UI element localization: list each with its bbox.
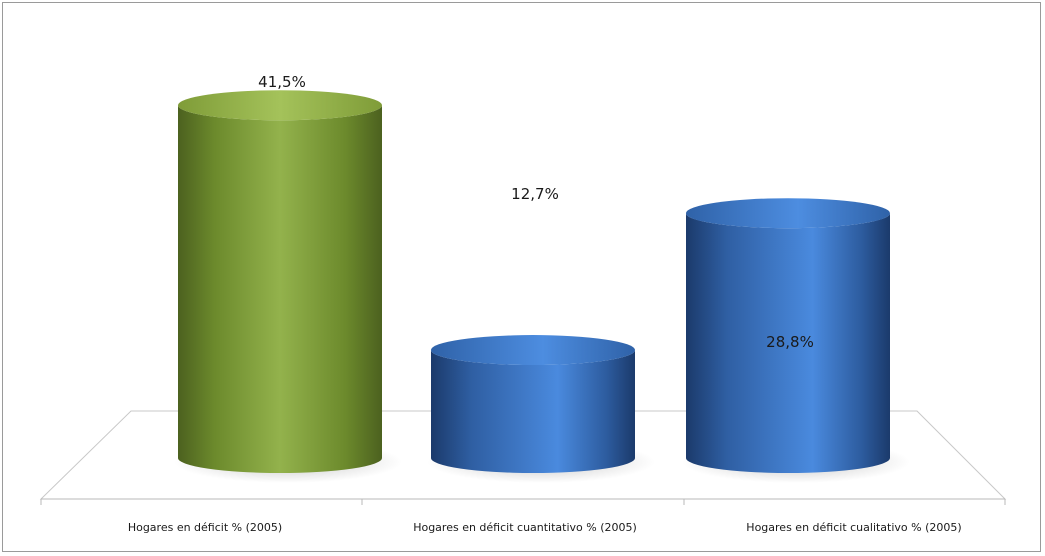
category-label: Hogares en déficit % (2005) — [128, 521, 282, 534]
bar-body — [431, 350, 635, 473]
cylinder-bar-chart: 41,5% Hogares en déficit % (2005) 12,7% Hog… — [39, 73, 1007, 534]
bar-top — [431, 335, 635, 366]
data-label: 41,5% — [258, 73, 306, 91]
category-label: Hogares en déficit cualitativo % (2005) — [746, 521, 961, 534]
category-label: Hogares en déficit cuantitativo % (2005) — [413, 521, 637, 534]
bar-body — [178, 105, 382, 473]
data-label: 28,8% — [766, 333, 814, 351]
data-label: 12,7% — [511, 185, 559, 203]
labels-layer: 41,5% Hogares en déficit % (2005) 12,7% Hog… — [128, 73, 962, 534]
bar-3 — [682, 198, 910, 483]
bar-2 — [427, 335, 655, 483]
bars-layer — [174, 90, 910, 483]
bar-top — [178, 90, 382, 121]
bar-body — [686, 213, 890, 473]
bar-top — [686, 198, 890, 229]
bar-1 — [174, 90, 402, 483]
